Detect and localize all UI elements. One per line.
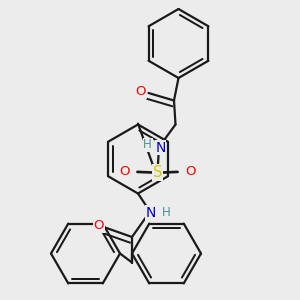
Text: N: N <box>146 206 156 220</box>
Text: H: H <box>143 138 152 151</box>
Text: O: O <box>94 219 104 232</box>
Text: O: O <box>136 85 146 98</box>
Text: O: O <box>119 165 130 178</box>
Text: H: H <box>162 206 171 220</box>
Text: S: S <box>153 165 162 180</box>
Text: N: N <box>155 141 166 154</box>
Text: O: O <box>185 165 196 178</box>
